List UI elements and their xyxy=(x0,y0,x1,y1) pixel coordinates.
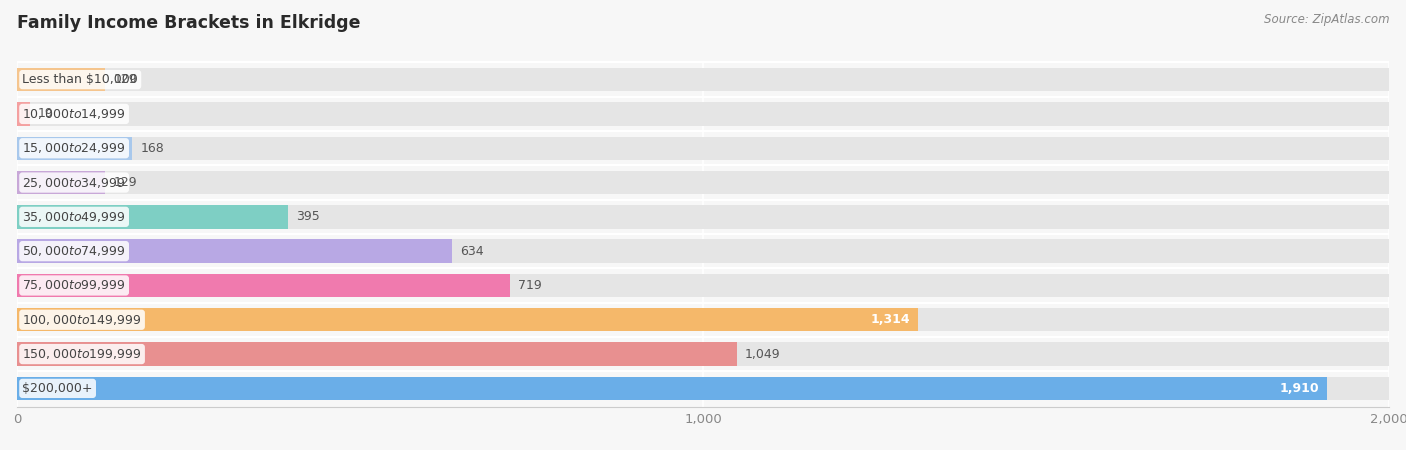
Text: 168: 168 xyxy=(141,142,165,155)
Text: 719: 719 xyxy=(519,279,543,292)
Text: $75,000 to $99,999: $75,000 to $99,999 xyxy=(22,279,127,292)
Text: 19: 19 xyxy=(38,108,53,121)
Text: Less than $10,000: Less than $10,000 xyxy=(22,73,138,86)
Text: $25,000 to $34,999: $25,000 to $34,999 xyxy=(22,176,127,189)
Text: 1,049: 1,049 xyxy=(745,347,780,360)
Text: 395: 395 xyxy=(297,210,321,223)
Bar xyxy=(17,274,1389,297)
Bar xyxy=(17,377,1327,400)
Bar xyxy=(17,68,105,91)
Bar xyxy=(17,239,1389,263)
Text: $15,000 to $24,999: $15,000 to $24,999 xyxy=(22,141,127,155)
Text: 1,910: 1,910 xyxy=(1279,382,1319,395)
Bar xyxy=(17,377,1389,400)
Bar xyxy=(17,171,105,194)
Bar xyxy=(17,171,1389,194)
Bar xyxy=(17,102,1389,126)
Text: 634: 634 xyxy=(460,245,484,258)
Bar xyxy=(17,102,30,126)
Bar xyxy=(17,308,918,332)
Text: $50,000 to $74,999: $50,000 to $74,999 xyxy=(22,244,127,258)
Bar xyxy=(17,274,510,297)
Text: $100,000 to $149,999: $100,000 to $149,999 xyxy=(22,313,142,327)
Text: 129: 129 xyxy=(114,73,138,86)
Text: Source: ZipAtlas.com: Source: ZipAtlas.com xyxy=(1264,14,1389,27)
Bar xyxy=(17,136,132,160)
Text: 129: 129 xyxy=(114,176,138,189)
Bar xyxy=(17,136,1389,160)
Bar xyxy=(17,205,1389,229)
Bar xyxy=(17,308,1389,332)
Text: $35,000 to $49,999: $35,000 to $49,999 xyxy=(22,210,127,224)
Text: 1,314: 1,314 xyxy=(870,313,910,326)
Text: $10,000 to $14,999: $10,000 to $14,999 xyxy=(22,107,127,121)
Bar xyxy=(17,68,1389,91)
Bar xyxy=(17,205,288,229)
Bar xyxy=(17,239,451,263)
Text: $150,000 to $199,999: $150,000 to $199,999 xyxy=(22,347,142,361)
Bar xyxy=(17,342,1389,366)
Bar xyxy=(17,342,737,366)
Text: $200,000+: $200,000+ xyxy=(22,382,93,395)
Text: Family Income Brackets in Elkridge: Family Income Brackets in Elkridge xyxy=(17,14,360,32)
